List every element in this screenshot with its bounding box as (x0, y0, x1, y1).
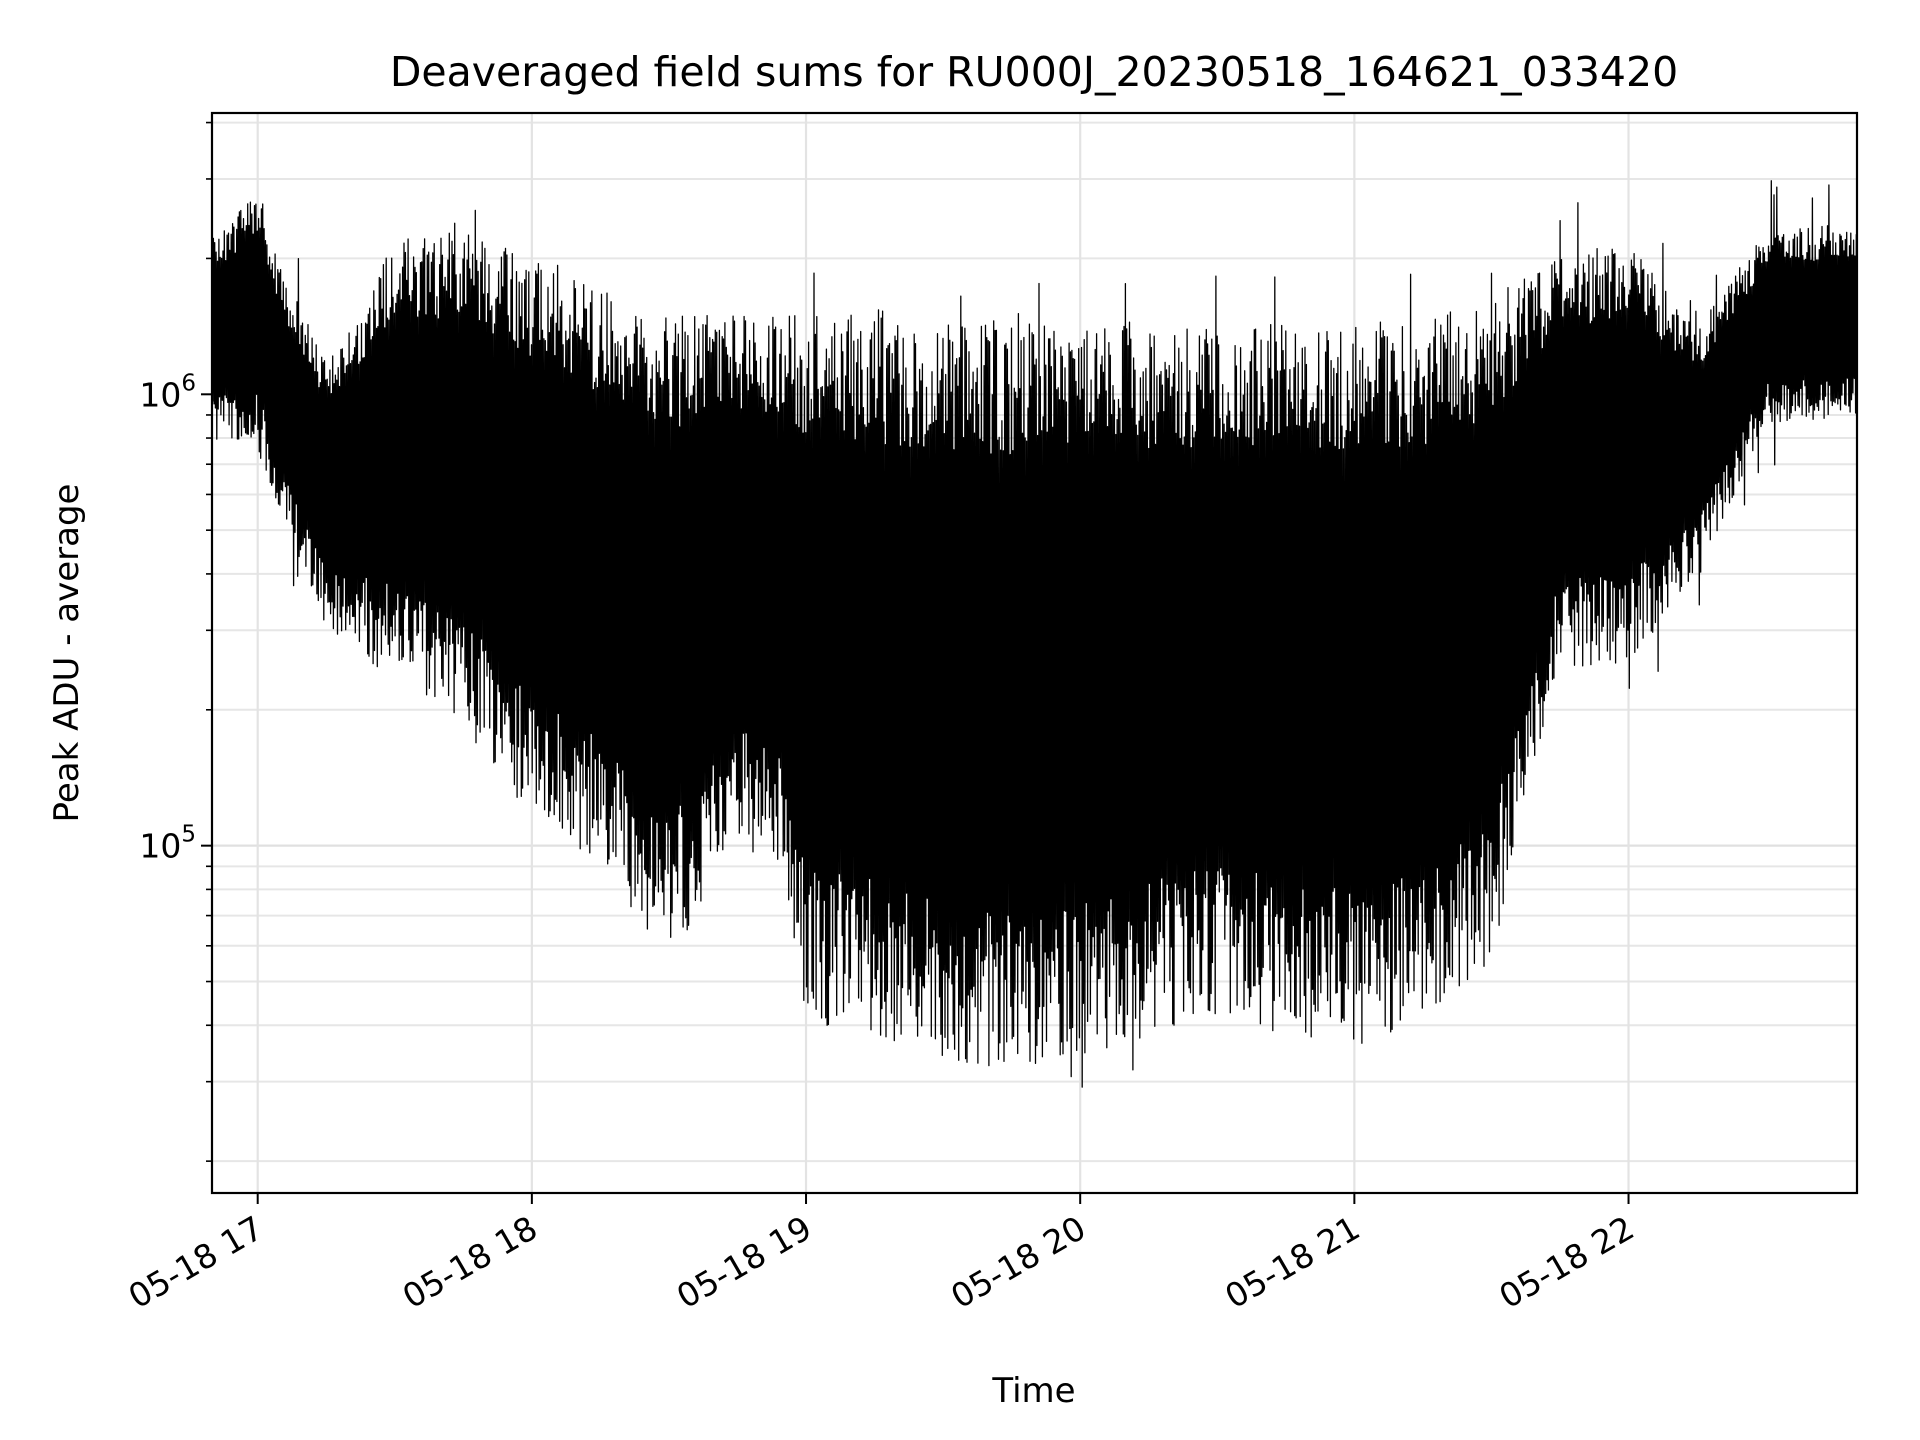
x-tick-label: 05-18 20 (944, 1208, 1092, 1316)
chart-title: Deaveraged field sums for RU000J_2023051… (390, 48, 1678, 96)
series-line (211, 180, 1858, 1088)
x-axis-label: Time (991, 1371, 1075, 1411)
x-tick-label: 05-18 17 (122, 1208, 270, 1316)
plot-area (211, 180, 1858, 1088)
x-tick-label: 05-18 19 (670, 1208, 818, 1316)
x-tick-label: 05-18 21 (1218, 1208, 1366, 1316)
y-tick-label: 105 (139, 822, 196, 866)
y-axis-label: Peak ADU - average (47, 484, 87, 823)
x-tick-label: 05-18 22 (1493, 1208, 1641, 1316)
plot-frame (210, 111, 1859, 1195)
x-tick-label: 05-18 18 (396, 1208, 544, 1316)
y-tick-label: 106 (139, 370, 196, 414)
y-axis: 105 106 (139, 121, 212, 1162)
x-axis: 05-18 17 05-18 18 05-18 19 05-18 20 05-18 21… (122, 1193, 1641, 1316)
